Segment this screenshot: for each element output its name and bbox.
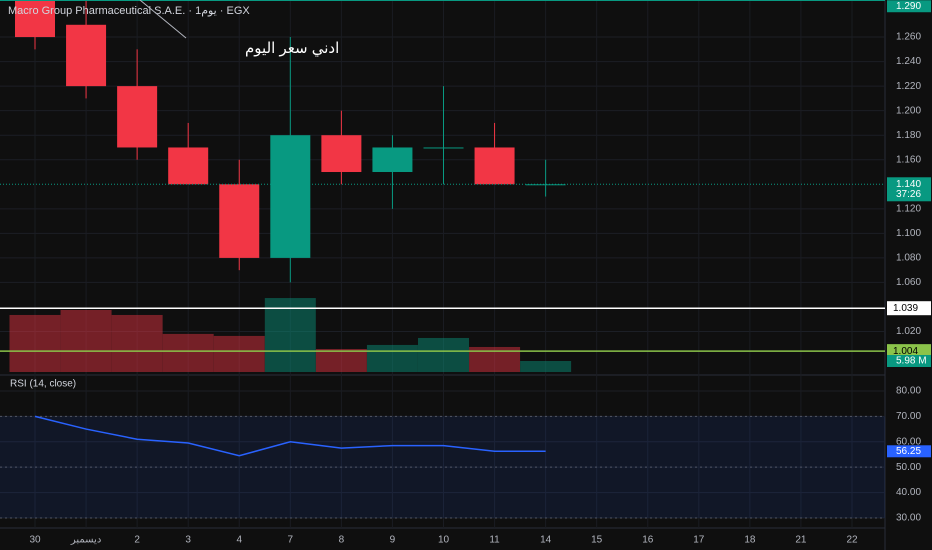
candle-body [423, 147, 464, 149]
volume-bar [315, 349, 367, 372]
candle-body [168, 147, 209, 185]
top-label: 1.290 [896, 1, 921, 12]
volume-bar [366, 344, 418, 372]
x-tick-label: 8 [339, 535, 345, 546]
x-tick-label: 4 [236, 535, 242, 546]
y-tick-label: 1.240 [896, 56, 921, 67]
annotation-arrow [139, 0, 187, 39]
rsi-tick-label: 60.00 [896, 436, 921, 447]
volume-label-bg [887, 354, 931, 367]
x-tick-label: 3 [185, 535, 191, 546]
x-tick-label: 15 [591, 535, 603, 546]
last-price-label: 1.140 [896, 179, 921, 190]
x-tick-label: 30 [29, 535, 41, 546]
y-tick-label: 1.220 [896, 81, 921, 92]
x-tick-label: 10 [438, 535, 450, 546]
candle-body [66, 24, 107, 87]
y-tick-label: 1.260 [896, 32, 921, 43]
volume-bar [418, 337, 469, 372]
x-tick-label: 18 [744, 535, 756, 546]
candle-layer [15, 0, 566, 283]
x-tick-label: ديسمبر [70, 535, 101, 546]
hline-label: 1.039 [893, 303, 918, 314]
y-tick-label: 1.160 [896, 154, 921, 165]
rsi-tick-label: 40.00 [896, 487, 921, 498]
y-tick-label: 1.180 [896, 130, 921, 141]
x-tick-label: 16 [642, 535, 654, 546]
volume-bar [264, 298, 316, 372]
y-tick-label: 1.080 [896, 253, 921, 264]
hline-label: 1.004 [893, 346, 918, 357]
rsi-title: RSI (14, close) [10, 379, 76, 390]
x-tick-label: 17 [693, 535, 705, 546]
candle-body [525, 184, 566, 186]
rsi-tick-label: 30.00 [896, 513, 921, 524]
volume-bar [9, 314, 61, 372]
rsi-last-label: 56.25 [896, 446, 921, 457]
hline-label-bg [887, 301, 931, 316]
rsi-label-bg [887, 445, 931, 458]
y-tick-label: 1.200 [896, 105, 921, 116]
y-tick-label: 1.120 [896, 203, 921, 214]
x-tick-label: 14 [540, 535, 552, 546]
volume-bar [162, 333, 214, 372]
rsi-tick-label: 50.00 [896, 462, 921, 473]
x-tick-label: 11 [489, 535, 500, 546]
rsi-tick-label: 80.00 [896, 386, 921, 397]
hline-label-bg [887, 344, 931, 359]
candle-body [117, 86, 158, 148]
annotation: ادني سعر اليوم [245, 40, 339, 58]
x-tick-label: 9 [390, 535, 396, 546]
volume-label: 5.98 M [896, 356, 927, 367]
candle-body [270, 135, 311, 258]
countdown: 37:26 [896, 189, 921, 200]
chart-title: Macro Group Pharmaceutical S.A.E. · 1يوم… [8, 5, 250, 17]
volume-bar [60, 309, 112, 372]
x-tick-label: 2 [134, 535, 140, 546]
candle-body [15, 0, 55, 38]
y-tick-label: 1.060 [896, 277, 921, 288]
x-tick-label: 7 [288, 535, 294, 546]
rsi-tick-label: 70.00 [896, 411, 921, 422]
rsi-band [0, 416, 885, 518]
rsi-line [34, 415, 546, 457]
last-price-bg [887, 177, 931, 202]
rsi-layer [0, 415, 885, 519]
volume-bar [520, 360, 572, 372]
x-tick-label: 22 [846, 535, 858, 546]
volume-layer [9, 298, 572, 372]
y-tick-label: 1.020 [896, 326, 921, 337]
volume-bar [213, 335, 265, 372]
x-tick-label: 21 [795, 535, 807, 546]
candle-body [219, 184, 260, 258]
candle-body [321, 135, 362, 173]
volume-bar [111, 314, 163, 372]
candle-body [474, 147, 515, 185]
y-tick-label: 1.100 [896, 228, 921, 239]
grid [0, 0, 885, 528]
top-label-bg [887, 0, 931, 13]
candle-body [372, 147, 413, 173]
